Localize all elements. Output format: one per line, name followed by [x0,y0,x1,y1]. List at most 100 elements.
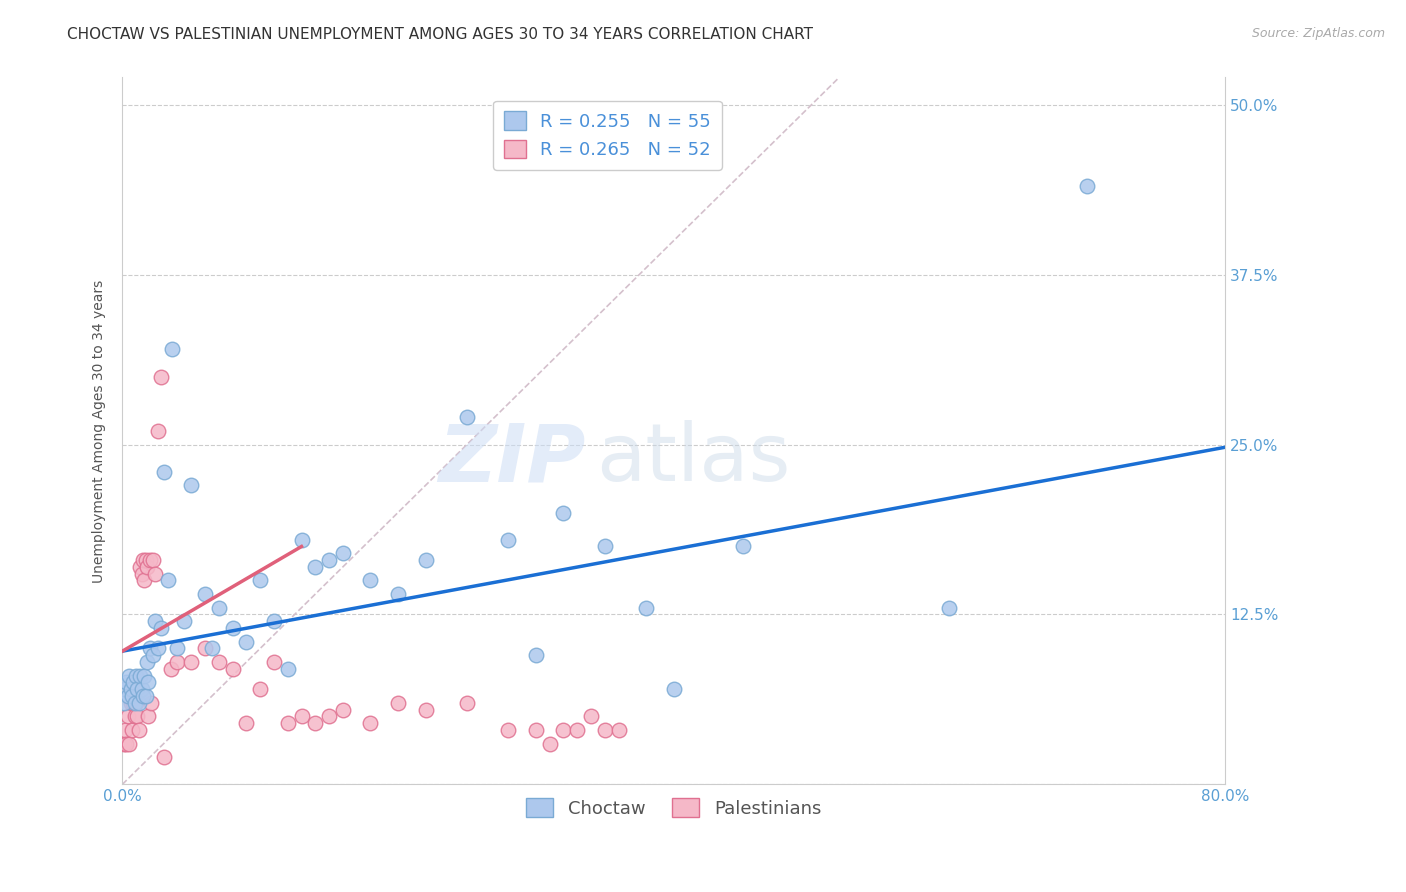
Point [166,655,188,669]
Point [125,668,148,682]
Point [415,703,437,717]
Point [120,682,142,697]
Point [124,696,146,710]
Point [208,600,231,615]
Point [142,553,165,567]
Point [524,723,547,737]
Point [662,682,685,697]
Point [263,655,285,669]
Point [138,675,160,690]
Text: atlas: atlas [596,420,792,499]
Point [112,696,135,710]
Point [194,587,217,601]
Point [118,737,141,751]
Point [290,533,312,547]
Point [359,574,381,588]
Point [121,689,143,703]
Point [142,648,165,663]
Legend: Choctaw, Palestinians: Choctaw, Palestinians [519,791,828,825]
Point [607,723,630,737]
Point [173,614,195,628]
Point [180,655,202,669]
Point [166,641,188,656]
Point [120,696,142,710]
Point [139,641,162,656]
Point [235,634,257,648]
Point [524,648,547,663]
Point [938,600,960,615]
Point [593,540,616,554]
Point [114,723,136,737]
Point [115,737,138,751]
Point [117,709,139,723]
Point [636,600,658,615]
Point [128,723,150,737]
Point [135,689,157,703]
Point [145,614,167,628]
Point [149,369,172,384]
Point [135,553,157,567]
Point [115,675,138,690]
Point [304,716,326,731]
Point [332,703,354,717]
Point [498,723,520,737]
Point [121,723,143,737]
Point [359,716,381,731]
Point [125,696,148,710]
Point [290,709,312,723]
Point [277,716,299,731]
Point [112,737,135,751]
Point [136,655,159,669]
Point [128,696,150,710]
Point [134,574,156,588]
Point [221,621,243,635]
Point [152,750,174,764]
Point [145,566,167,581]
Point [149,621,172,635]
Point [249,682,271,697]
Text: CHOCTAW VS PALESTINIAN UNEMPLOYMENT AMONG AGES 30 TO 34 YEARS CORRELATION CHART: CHOCTAW VS PALESTINIAN UNEMPLOYMENT AMON… [67,27,814,42]
Point [208,655,231,669]
Point [124,709,146,723]
Point [131,682,153,697]
Point [415,553,437,567]
Point [538,737,561,751]
Text: ZIP: ZIP [439,420,585,499]
Point [1076,179,1098,194]
Point [160,343,183,357]
Point [201,641,224,656]
Point [387,587,409,601]
Point [114,682,136,697]
Point [304,560,326,574]
Point [332,546,354,560]
Point [159,662,181,676]
Point [249,574,271,588]
Point [152,465,174,479]
Point [122,696,145,710]
Point [129,560,152,574]
Point [221,662,243,676]
Point [456,410,478,425]
Point [139,553,162,567]
Point [318,553,340,567]
Point [593,723,616,737]
Point [141,696,163,710]
Point [136,560,159,574]
Text: Source: ZipAtlas.com: Source: ZipAtlas.com [1251,27,1385,40]
Point [129,668,152,682]
Point [553,506,575,520]
Point [127,709,149,723]
Point [132,689,155,703]
Point [156,574,179,588]
Y-axis label: Unemployment Among Ages 30 to 34 years: Unemployment Among Ages 30 to 34 years [93,279,107,582]
Point [567,723,589,737]
Point [127,682,149,697]
Point [134,668,156,682]
Point [579,709,602,723]
Point [318,709,340,723]
Point [235,716,257,731]
Point [146,424,169,438]
Point [387,696,409,710]
Point [263,614,285,628]
Point [131,566,153,581]
